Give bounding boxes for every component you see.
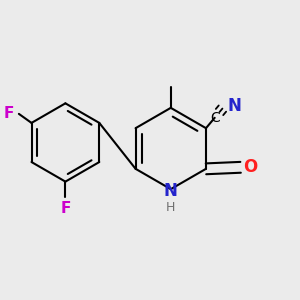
Text: N: N <box>227 97 241 115</box>
Text: N: N <box>164 182 178 200</box>
Text: H: H <box>166 201 176 214</box>
Text: C: C <box>210 111 220 125</box>
Text: F: F <box>60 201 70 216</box>
Text: O: O <box>243 158 257 176</box>
Text: F: F <box>4 106 14 122</box>
